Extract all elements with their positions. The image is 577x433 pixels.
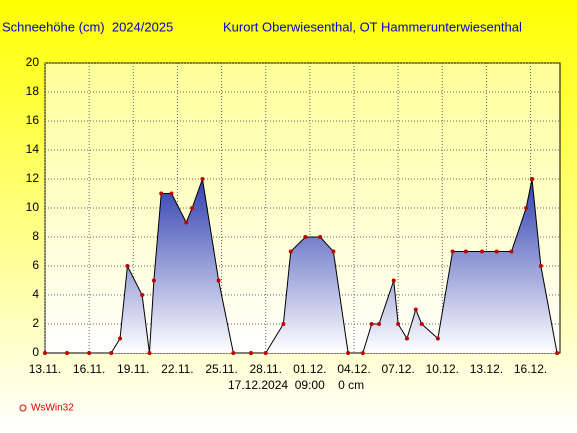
point (369, 322, 374, 326)
x-tick-label: 01.12. (293, 362, 326, 376)
point (419, 322, 424, 326)
point (263, 351, 268, 355)
credit: WsWin32 (31, 403, 74, 414)
point (125, 264, 130, 268)
point (140, 293, 145, 297)
point (413, 307, 418, 312)
y-tick-label: 2 (32, 316, 39, 330)
x-tick-label: 22.11. (161, 362, 193, 376)
y-tick-label: 10 (26, 200, 40, 214)
y-tick-label: 4 (32, 287, 39, 301)
x-tick-label: 25.11. (205, 362, 237, 376)
point (555, 351, 560, 355)
x-tick-label: 13.12. (470, 362, 503, 376)
point (463, 249, 468, 254)
point (147, 351, 152, 355)
point (87, 351, 92, 355)
point (184, 220, 189, 225)
point (118, 336, 123, 341)
x-tick-label: 13.11. (29, 362, 61, 376)
point (530, 177, 535, 181)
y-tick-label: 20 (26, 55, 40, 69)
x-tick-label: 10.12. (426, 362, 459, 376)
line (45, 178, 558, 354)
point (231, 351, 236, 355)
point (169, 191, 174, 196)
point (396, 322, 401, 326)
chart-subtitle: Kurort Oberwiesenthal, OT Hammerunterwie… (223, 19, 522, 34)
point (480, 249, 485, 254)
point (360, 351, 365, 355)
y-tick-label: 0 (32, 345, 39, 359)
point (159, 191, 164, 196)
point (331, 249, 336, 254)
point (318, 235, 323, 239)
point (281, 322, 286, 326)
point (494, 249, 499, 254)
y-tick-label: 12 (26, 171, 40, 185)
point (216, 278, 221, 283)
point (43, 351, 47, 355)
point (524, 206, 529, 210)
point (151, 278, 156, 283)
point (377, 322, 382, 326)
y-tick-label: 16 (26, 113, 40, 127)
y-tick-label: 18 (26, 84, 40, 98)
point (509, 249, 514, 254)
point (435, 336, 440, 341)
x-tick-label: 16.11. (73, 362, 105, 376)
x-tick-label: 04.12. (337, 362, 370, 376)
point (190, 206, 195, 210)
point (391, 278, 396, 283)
point (303, 235, 308, 239)
point (109, 351, 114, 355)
chart-title: Schneehöhe (cm) 2024/2025 (2, 19, 173, 34)
point (249, 351, 253, 355)
point (200, 177, 205, 181)
y-tick-label: 8 (32, 229, 39, 243)
point (538, 264, 543, 268)
point (288, 249, 293, 254)
x-tick-label: 19.11. (117, 362, 149, 376)
area (45, 179, 558, 353)
y-tick-label: 6 (32, 258, 39, 272)
x-tick-label: 07.12. (381, 362, 414, 376)
point (404, 336, 409, 341)
y-tick-label: 14 (26, 142, 40, 156)
annotation: 17.12.2024 09:00 0 cm (228, 378, 364, 392)
point (346, 351, 351, 355)
x-tick-label: 16.12. (514, 362, 547, 376)
x-tick-label: 28.11. (249, 362, 281, 376)
point (65, 351, 70, 355)
point (450, 249, 455, 254)
credit-icon (19, 404, 27, 412)
